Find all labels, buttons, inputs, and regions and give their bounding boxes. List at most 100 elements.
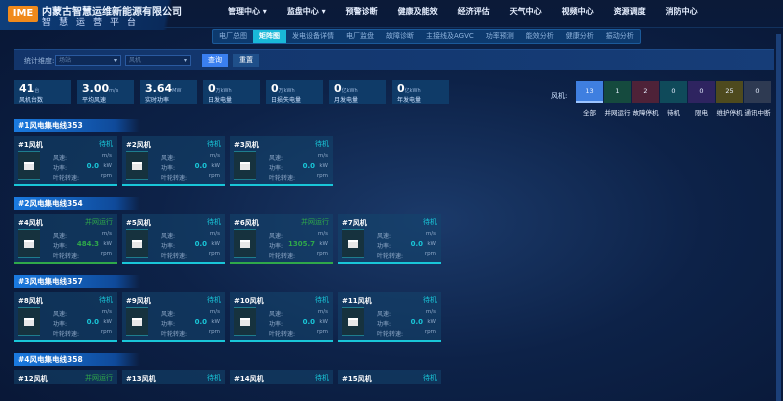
turbine-select[interactable]: 风机: [125, 55, 191, 66]
nav-item[interactable]: 视频中心: [561, 7, 594, 16]
nav-item[interactable]: 监盘中心 ▾: [286, 7, 326, 16]
tab-item[interactable]: 矩阵图: [253, 30, 286, 43]
status-filter-item[interactable]: 0 待机: [660, 81, 687, 117]
wind-label: 风速:: [377, 311, 392, 318]
turbine-card[interactable]: #1风机 待机 风速: m/s 功率: 0.0 kW 叶轮转速: rpm: [14, 136, 117, 186]
wind-unit: m/s: [317, 231, 328, 237]
turbine-card[interactable]: #6风机 并网运行 风速: m/s 功率: 1305.7 kW 叶轮转速: rpm: [230, 214, 333, 264]
nav-item[interactable]: 消防中心: [665, 7, 698, 16]
tab-item[interactable]: 能效分析: [525, 32, 554, 40]
stat-unit: 万kWh: [215, 88, 232, 94]
stat-label: 日发电量: [208, 97, 233, 104]
turbine-card[interactable]: #11风机 待机 风速: m/s 功率: 0.0 kW 叶轮转速: rpm: [338, 292, 441, 342]
power-value: 0.0: [194, 162, 207, 170]
rpm-label: 叶轮转速:: [53, 175, 80, 182]
platform-name: 智慧运营平台: [42, 18, 145, 28]
turbine-status: 待机: [423, 296, 437, 304]
rpm-label: 叶轮转速:: [161, 331, 188, 338]
status-filter-item[interactable]: 2 故障停机: [632, 81, 659, 117]
nav-item[interactable]: 经济评估: [457, 7, 490, 16]
tab-item[interactable]: 发电设备详情: [292, 32, 334, 40]
power-label: 功率:: [53, 243, 68, 250]
status-filter-item[interactable]: 1 并网运行: [604, 81, 631, 117]
turbine-card[interactable]: #5风机 待机 风速: m/s 功率: 0.0 kW 叶轮转速: rpm: [122, 214, 225, 264]
status-filter-item[interactable]: 13 全部: [576, 81, 603, 117]
power-value: 0.0: [302, 162, 315, 170]
power-label: 功率:: [269, 321, 284, 328]
power-unit: kW: [319, 163, 328, 169]
turbine-name: #3风机: [234, 141, 259, 149]
turbine-card[interactable]: #2风机 待机 风速: m/s 功率: 0.0 kW 叶轮转速: rpm: [122, 136, 225, 186]
power-unit: kW: [319, 319, 328, 325]
status-filter-item[interactable]: 0 通讯中断: [744, 81, 771, 117]
turbine-icon: [126, 151, 148, 180]
nav-item[interactable]: 管理中心 ▾: [228, 7, 267, 16]
turbine-icon: [234, 229, 256, 258]
tab-item[interactable]: 电厂监盘: [346, 32, 374, 40]
stat-card: 41台 风机台数: [14, 80, 71, 104]
tab-item[interactable]: 故障诊断: [386, 32, 414, 40]
power-unit: kW: [211, 319, 220, 325]
turbine-name: #1风机: [18, 141, 43, 149]
status-bar: [230, 340, 333, 342]
stat-label: 实时功率: [145, 97, 170, 104]
turbine-name: #15风机: [342, 375, 372, 383]
status-count: 2: [643, 87, 648, 95]
stat-card: 3.64MW 实时功率: [140, 80, 197, 104]
wind-unit: m/s: [209, 309, 220, 315]
reset-button[interactable]: 重置: [233, 54, 259, 67]
nav-item[interactable]: 天气中心: [509, 7, 542, 16]
stat-value: 3.00: [82, 82, 110, 95]
turbine-card[interactable]: #15风机 待机: [338, 370, 441, 384]
tab-item[interactable]: 功率预测: [485, 32, 514, 40]
wind-label: 风速:: [161, 155, 176, 162]
status-count: 0: [699, 87, 704, 95]
nav-item[interactable]: 资源调度: [613, 7, 646, 16]
turbine-card[interactable]: #3风机 待机 风速: m/s 功率: 0.0 kW 叶轮转速: rpm: [230, 136, 333, 186]
stat-unit: 台: [34, 88, 40, 94]
rpm-label: 叶轮转速:: [377, 253, 404, 260]
turbine-name: #2风机: [126, 141, 151, 149]
power-unit: kW: [103, 319, 112, 325]
logo-mark: IME: [8, 6, 38, 22]
turbine-status: 待机: [207, 218, 221, 226]
tab-item[interactable]: 主接线及AGVC: [426, 32, 474, 40]
stat-value: 3.64: [145, 82, 173, 95]
status-bar: [122, 262, 225, 264]
status-label: 待机: [667, 109, 680, 117]
turbine-card[interactable]: #4风机 并网运行 风速: m/s 功率: 484.3 kW 叶轮转速: rpm: [14, 214, 117, 264]
status-count: 25: [725, 87, 734, 95]
rpm-label: 叶轮转速:: [377, 331, 404, 338]
stat-label: 平均风速: [82, 97, 107, 104]
turbine-icon: [342, 229, 364, 258]
turbine-card[interactable]: #13风机 待机: [122, 370, 225, 384]
nav-item[interactable]: 健康及能效: [397, 7, 438, 16]
status-bar: [230, 262, 333, 264]
turbine-card[interactable]: #7风机 待机 风速: m/s 功率: 0.0 kW 叶轮转速: rpm: [338, 214, 441, 264]
turbine-card[interactable]: #8风机 待机 风速: m/s 功率: 0.0 kW 叶轮转速: rpm: [14, 292, 117, 342]
nav-item[interactable]: 预警诊断: [345, 7, 378, 16]
turbine-card[interactable]: #12风机 并网运行: [14, 370, 117, 384]
turbine-card[interactable]: #9风机 待机 风速: m/s 功率: 0.0 kW 叶轮转速: rpm: [122, 292, 225, 342]
status-label: 全部: [583, 109, 596, 117]
station-select[interactable]: 场站: [55, 55, 121, 66]
power-label: 功率:: [161, 165, 176, 172]
turbine-name: #4风机: [18, 219, 43, 227]
rpm-unit: rpm: [424, 251, 436, 257]
stat-value: 41: [19, 82, 35, 95]
power-label: 功率:: [269, 243, 284, 250]
query-button[interactable]: 查询: [202, 54, 228, 67]
stat-card: 3.00m/s 平均风速: [77, 80, 134, 104]
tab-item[interactable]: 健康分析: [565, 32, 594, 40]
tab-item[interactable]: 电厂总图: [219, 32, 247, 40]
scrollbar[interactable]: [776, 34, 781, 401]
status-filter-item[interactable]: 25 维护停机: [716, 81, 743, 117]
turbine-card[interactable]: #10风机 待机 风速: m/s 功率: 0.0 kW 叶轮转速: rpm: [230, 292, 333, 342]
status-bar: [122, 340, 225, 342]
rpm-unit: rpm: [100, 173, 112, 179]
turbine-status: 待机: [423, 218, 437, 226]
tab-item[interactable]: 振动分析: [605, 32, 634, 40]
status-filter-item[interactable]: 0 限电: [688, 81, 715, 117]
turbine-card[interactable]: #14风机 待机: [230, 370, 333, 384]
wind-label: 风速:: [269, 311, 284, 318]
